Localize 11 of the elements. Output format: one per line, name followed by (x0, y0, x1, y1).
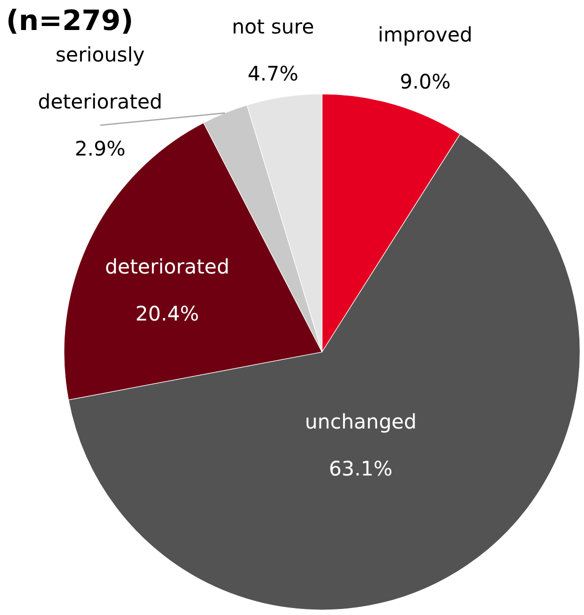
slice-label: improved (378, 22, 472, 46)
data-label: 4.7% (248, 62, 298, 86)
data-label: 63.1% (328, 456, 392, 480)
slice-label: unchanged (304, 409, 417, 434)
chart-title: (n=279) (6, 4, 134, 37)
slice-label: not sure (232, 14, 314, 39)
data-label: 20.4% (135, 302, 199, 326)
data-label: 9.0% (400, 69, 451, 94)
slice-label: deteriorated (104, 254, 230, 279)
slice-label: seriously deteriorated (38, 42, 162, 114)
data-label: 2.9% (74, 136, 126, 161)
